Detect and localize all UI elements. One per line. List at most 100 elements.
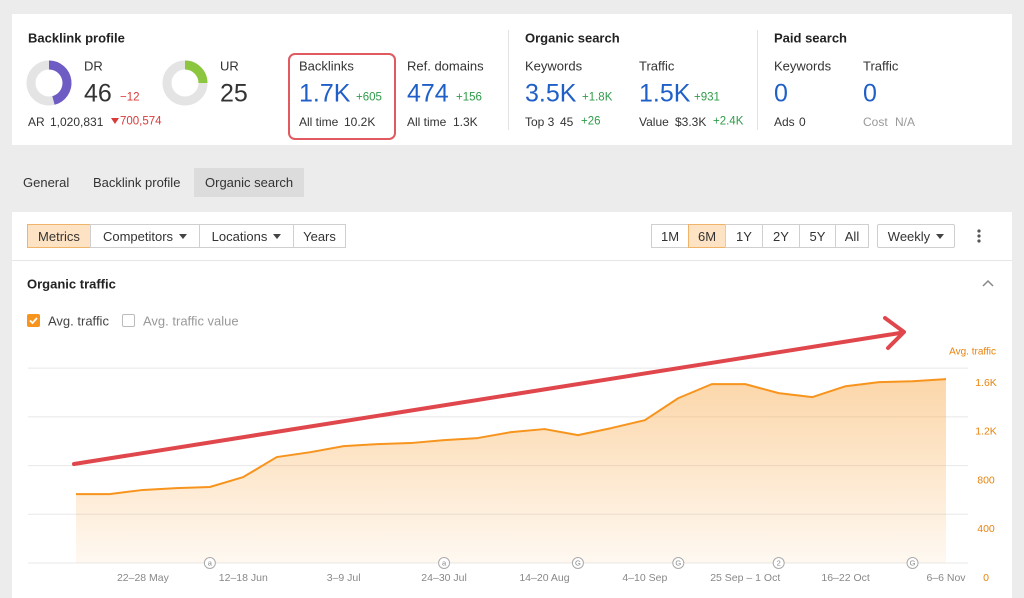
separator	[12, 260, 1012, 261]
metric-label: UR	[220, 58, 239, 74]
view-button[interactable]: Metrics	[27, 224, 91, 248]
section-title: Paid search	[774, 30, 847, 46]
metric-change: +1.8K	[582, 91, 613, 104]
event-marker[interactable]: a	[203, 557, 216, 569]
metric-value[interactable]: 1.7K	[299, 79, 351, 108]
check-mark	[29, 317, 38, 325]
view-dropdown[interactable]: Locations	[199, 224, 294, 248]
metrics-card	[12, 14, 1012, 145]
metric-change: +26	[581, 115, 601, 128]
area-fill	[76, 379, 946, 563]
x-tick-label: 25 Sep – 1 Oct	[710, 572, 780, 584]
metric-value: 46	[84, 79, 112, 108]
x-tick-label: 6–6 Nov	[926, 572, 966, 584]
view-dropdown[interactable]: Competitors	[90, 224, 200, 248]
metric-change: +931	[694, 91, 720, 104]
event-marker[interactable]: G	[672, 557, 685, 569]
metric-label: Traffic	[639, 58, 675, 74]
event-marker[interactable]: a	[438, 557, 451, 569]
metric-label: Cost	[863, 115, 888, 129]
legend-label[interactable]: Avg. traffic	[48, 313, 109, 329]
metric-label: Top 3	[525, 115, 555, 129]
tab[interactable]: Backlink profile	[93, 175, 181, 190]
x-tick-label: 12–18 Jun	[219, 572, 268, 584]
range-button[interactable]: All	[835, 224, 869, 248]
metric-value: 25	[220, 79, 248, 108]
button-label: Metrics	[38, 228, 80, 244]
event-marker[interactable]: G	[906, 557, 919, 569]
x-tick-label: 4–10 Sep	[622, 572, 667, 584]
metric-value[interactable]: 1.5K	[639, 79, 691, 108]
button-label: Competitors	[102, 228, 174, 244]
event-marker-label: a	[442, 558, 447, 567]
event-marker[interactable]: 2	[772, 557, 785, 569]
legend-checkbox[interactable]	[122, 314, 135, 327]
series-line	[76, 378, 947, 496]
metric-value[interactable]: 3.5K	[525, 79, 577, 108]
metric-value[interactable]: 1,020,831	[50, 115, 104, 129]
section-title: Backlink profile	[28, 30, 125, 46]
trend-arrow	[72, 316, 906, 466]
event-marker[interactable]: G	[571, 557, 584, 569]
button-label: Weekly	[887, 228, 931, 244]
tab-active[interactable]: Organic search	[194, 168, 305, 197]
metric-label: All time	[407, 115, 447, 129]
divider	[508, 30, 509, 130]
button-label: 2Y	[773, 228, 789, 244]
range-button[interactable]: 1Y	[725, 224, 763, 248]
event-marker-circle	[571, 557, 584, 569]
metric-value[interactable]: 0	[774, 79, 788, 108]
caret	[936, 233, 945, 239]
caret	[179, 233, 188, 239]
button-label: Years	[303, 228, 336, 244]
event-marker-label: 2	[777, 558, 781, 567]
arrow-line	[72, 331, 902, 466]
metric-value: 1.3K	[453, 115, 478, 129]
x-tick-label: 3–9 Jul	[327, 572, 361, 584]
metric-value: N/A	[895, 115, 916, 129]
legend-label[interactable]: Avg. traffic value	[143, 313, 239, 329]
view-button[interactable]: Years	[293, 224, 346, 248]
metric-value[interactable]: 474	[407, 79, 449, 108]
arrow-head	[883, 316, 906, 350]
y-tick-label: 400	[977, 523, 995, 535]
x-tick-label: 16–22 Oct	[821, 572, 870, 584]
y-tick-label: 800	[977, 474, 995, 486]
donut-arc	[48, 60, 72, 105]
event-marker-label: a	[208, 558, 213, 567]
event-marker-circle	[438, 557, 451, 569]
more-menu[interactable]	[975, 228, 983, 244]
metric-label: Ads	[774, 115, 795, 129]
metric-label: Traffic	[863, 58, 899, 74]
metric-value[interactable]: 0	[799, 115, 806, 129]
range-button[interactable]: 6M	[688, 224, 726, 248]
section-title: Organic search	[525, 30, 620, 46]
event-marker-label: G	[910, 558, 916, 567]
metric-change: +605	[356, 91, 382, 104]
donut-arc	[184, 60, 208, 84]
metric-label: All time	[299, 115, 339, 129]
metric-value: 10.2K	[344, 115, 376, 129]
metric-value: $3.3K	[675, 115, 707, 129]
range-button[interactable]: 5Y	[799, 224, 836, 248]
button-label: Locations	[211, 228, 268, 244]
tab[interactable]: General	[23, 175, 70, 190]
metric-label: Backlinks	[299, 58, 354, 74]
button-label: 1M	[660, 228, 680, 244]
highlight-box	[288, 53, 396, 140]
range-button[interactable]: 2Y	[762, 224, 800, 248]
y-axis-title: Avg. traffic	[949, 347, 996, 358]
event-marker-circle	[906, 557, 919, 569]
y-tick-label: 1.2K	[975, 426, 997, 438]
divider	[757, 30, 758, 130]
interval-dropdown[interactable]: Weekly	[877, 224, 955, 248]
x-tick-label: 14–20 Aug	[519, 572, 569, 584]
caret	[273, 233, 282, 239]
down-arrow	[111, 118, 119, 124]
metric-value[interactable]: 45	[560, 115, 574, 129]
legend-checkbox[interactable]	[27, 314, 40, 327]
collapse-toggle[interactable]	[982, 279, 994, 287]
metric-value[interactable]: 0	[863, 79, 877, 108]
